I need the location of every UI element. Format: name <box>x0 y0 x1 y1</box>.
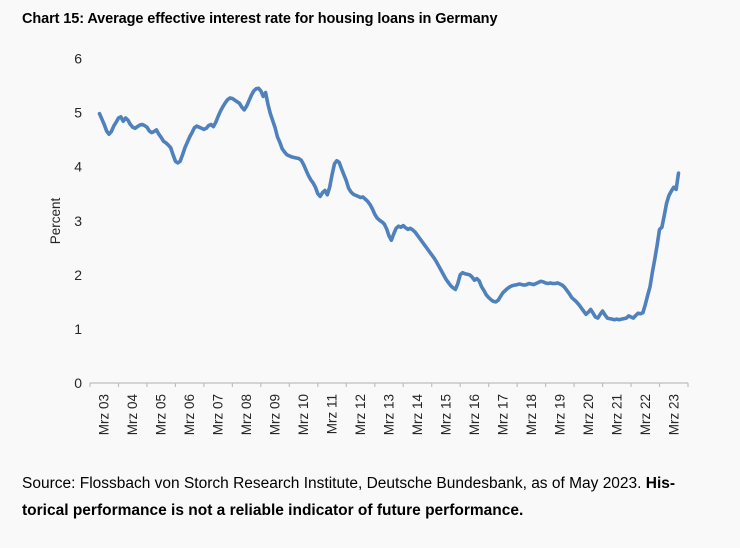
source-note: Source: Flossbach von Storch Research In… <box>22 470 722 524</box>
y-axis-label: 0 <box>74 375 82 391</box>
source-text-bold-hyphen: His- <box>645 475 676 492</box>
x-axis-label: Mrz 10 <box>296 394 311 435</box>
x-axis-label: Mrz 11 <box>325 394 340 434</box>
x-axis-label: Mrz 12 <box>353 394 368 435</box>
source-text-bold: torical performance is not a reliable in… <box>22 502 524 519</box>
source-text-regular: Source: Flossbach von Storch Research In… <box>22 475 646 492</box>
y-axis-label: 6 <box>74 51 82 67</box>
x-axis-label: Mrz 17 <box>495 394 510 435</box>
x-axis-label: Mrz 14 <box>410 394 425 436</box>
x-axis-label: Mrz 19 <box>552 394 567 435</box>
x-axis-label: Mrz 08 <box>239 394 254 435</box>
x-axis-label: Mrz 15 <box>438 394 453 435</box>
y-axis-label: 4 <box>74 159 82 175</box>
y-axis-label: 5 <box>74 105 82 121</box>
x-axis-label: Mrz 05 <box>154 394 169 435</box>
x-axis-label: Mrz 18 <box>524 394 539 435</box>
y-axis-label: 3 <box>74 213 82 229</box>
x-axis-label: Mrz 23 <box>666 394 681 435</box>
x-axis-label: Mrz 13 <box>382 394 397 435</box>
x-axis-label: Mrz 20 <box>581 394 596 435</box>
x-axis-label: Mrz 06 <box>182 394 197 435</box>
y-axis-title: Percent <box>48 197 63 244</box>
x-axis-label: Mrz 16 <box>467 394 482 435</box>
x-axis-label: Mrz 07 <box>211 394 226 435</box>
x-axis-label: Mrz 04 <box>125 394 140 436</box>
interest-rate-line <box>97 86 681 322</box>
x-axis-label: Mrz 09 <box>268 394 283 435</box>
chart-title: Chart 15: Average effective interest rat… <box>22 11 498 27</box>
x-axis-label: Mrz 21 <box>609 394 624 435</box>
y-axis-label: 2 <box>74 267 82 283</box>
line-chart: 0 1 2 3 4 5 6 Percent Mrz 03 Mrz 04 Mrz 05 Mrz 06 Mr… <box>48 51 689 436</box>
y-axis-label: 1 <box>74 321 82 337</box>
x-axis-label: Mrz 22 <box>638 394 653 435</box>
x-axis-label: Mrz 03 <box>97 394 112 435</box>
